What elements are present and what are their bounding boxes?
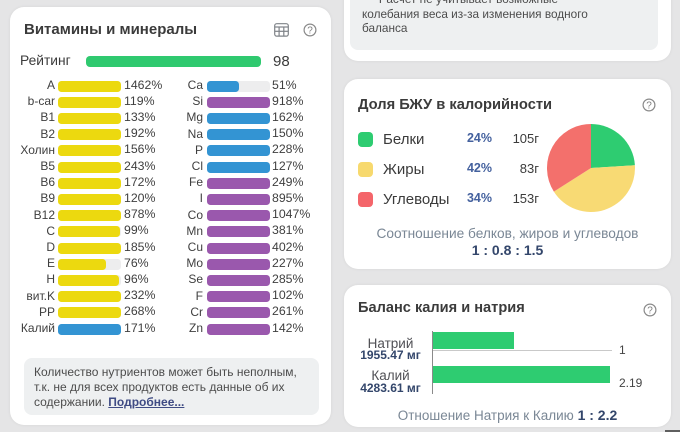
svg-text:?: ?: [646, 101, 652, 112]
svg-text:?: ?: [307, 26, 313, 37]
svg-text:?: ?: [647, 306, 653, 317]
